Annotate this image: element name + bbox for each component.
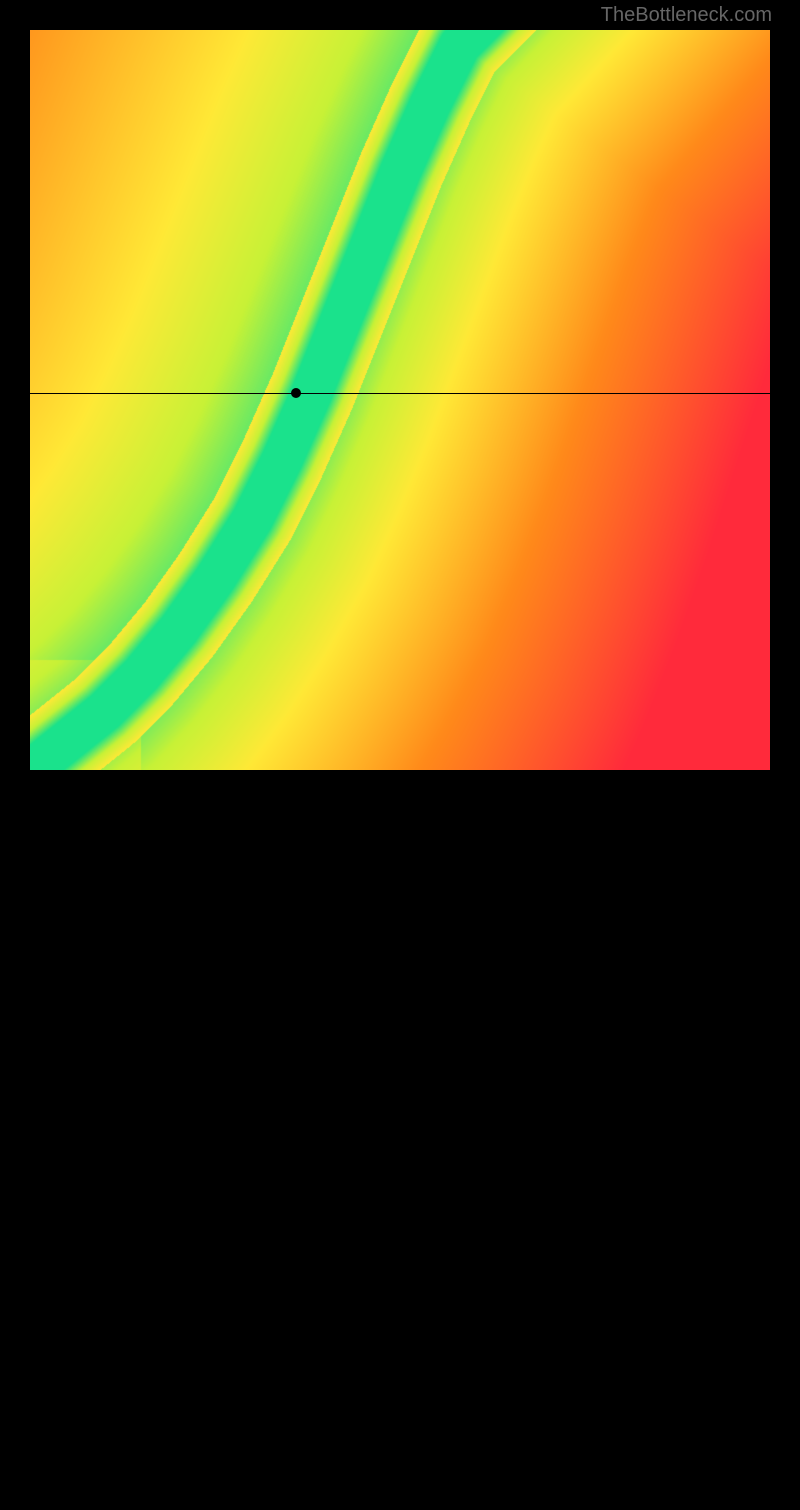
crosshair-horizontal: [30, 393, 770, 394]
crosshair-vertical: [296, 770, 297, 1510]
crosshair-point: [291, 388, 301, 398]
heatmap-chart: [30, 30, 770, 770]
watermark-text: TheBottleneck.com: [601, 4, 772, 27]
heatmap-canvas: [30, 30, 770, 770]
